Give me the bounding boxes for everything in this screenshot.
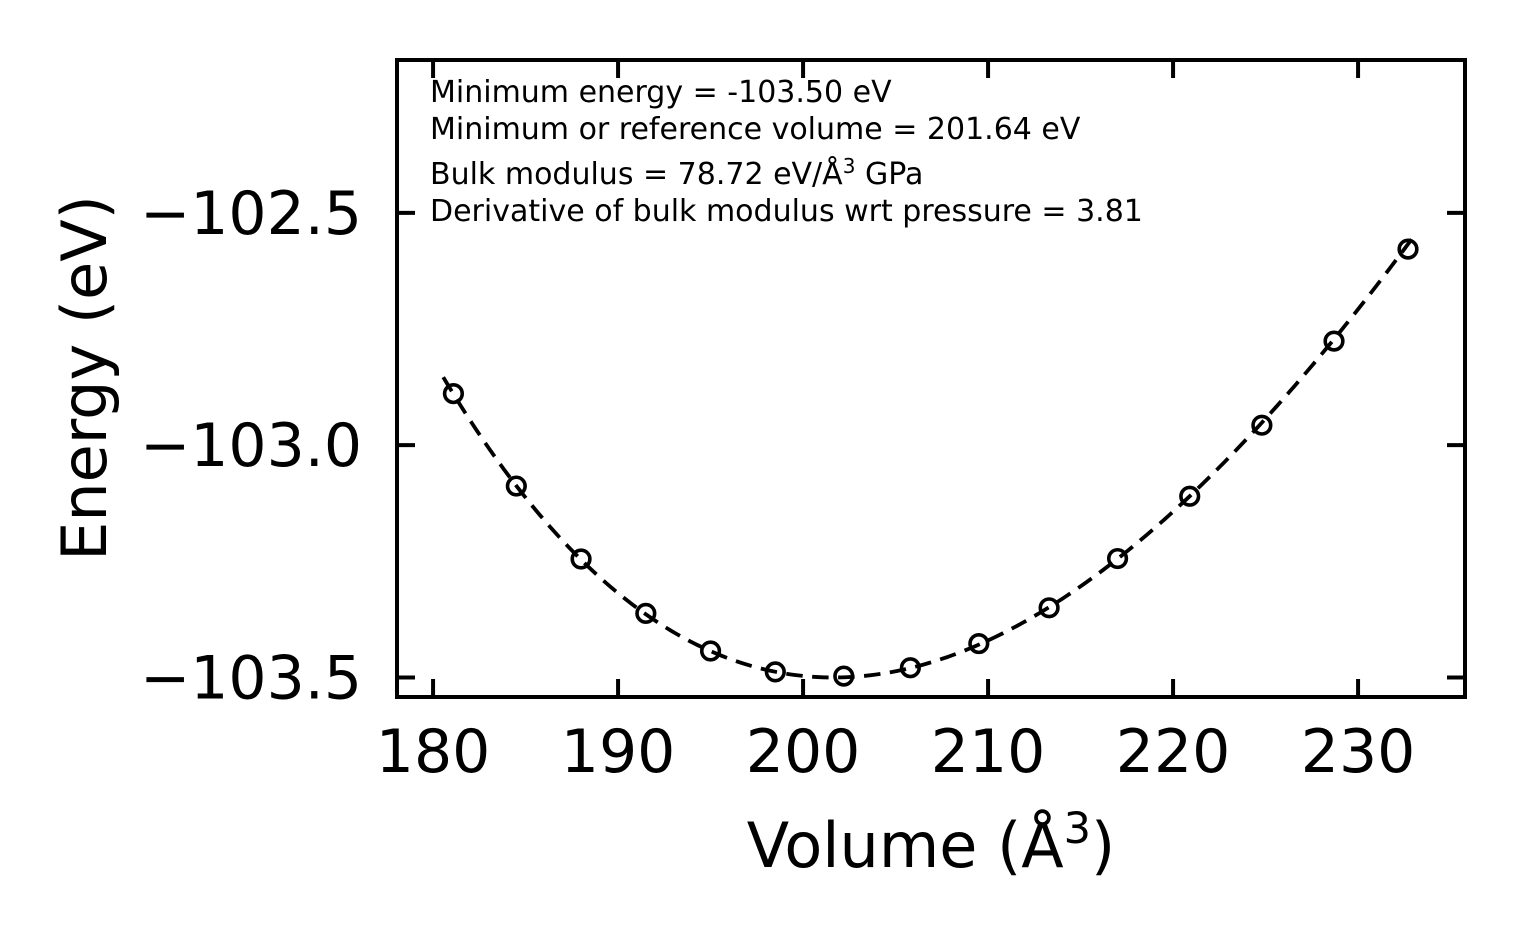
annotation-bulk-modulus-derivative: Derivative of bulk modulus wrt pressure … (430, 194, 1143, 229)
data-point-marker (899, 657, 921, 679)
data-point-marker (1038, 597, 1060, 619)
plot-area: 180 190 200 210 220 230 −102.5 −103.0 −103.5 (140, 58, 1467, 787)
annotation-bulk-modulus-superscript: 3 (843, 154, 856, 178)
x-tick-label: 220 (1116, 717, 1231, 787)
data-point-marker (570, 548, 592, 570)
data-point-marker (833, 665, 855, 687)
x-axis-label-main: Volume (Å (747, 809, 1064, 882)
data-point-marker (764, 661, 786, 683)
data-point-marker (505, 475, 527, 497)
x-axis-label-superscript: 3 (1064, 804, 1091, 854)
y-axis-label: Energy (eV) (48, 195, 121, 561)
x-tick-label: 230 (1301, 717, 1416, 787)
data-point-marker (968, 632, 990, 655)
data-point-marker (1106, 547, 1129, 570)
annotation-min-energy: Minimum energy = -103.50 eV (430, 75, 892, 110)
x-tick-label: 180 (376, 717, 491, 787)
annotation-block: Minimum energy = -103.50 eV Minimum or r… (430, 75, 1143, 229)
x-tick-label: 210 (931, 717, 1046, 787)
data-point-marker (1323, 330, 1345, 352)
y-tick-label: −102.5 (140, 179, 362, 249)
annotation-bulk-modulus-main: Bulk modulus = 78.72 eV/Å (430, 156, 843, 192)
y-tick-label: −103.0 (140, 411, 362, 481)
data-point-marker (699, 640, 722, 662)
data-point-marker (1251, 414, 1273, 436)
annotation-bulk-modulus: Bulk modulus = 78.72 eV/Å3 GPa (430, 154, 923, 192)
x-axis-label-end: ) (1091, 809, 1115, 882)
plot-border (395, 58, 1467, 699)
y-tick-label: −103.5 (140, 643, 362, 713)
x-tick-label: 200 (746, 717, 861, 787)
data-point-marker (442, 383, 465, 405)
x-tick-label: 190 (561, 717, 676, 787)
data-point-marker (635, 602, 657, 624)
annotation-bulk-modulus-unit: GPa (855, 157, 923, 192)
annotation-reference-volume: Minimum or reference volume = 201.64 eV (430, 112, 1081, 147)
data-point-marker (1397, 238, 1419, 260)
fit-curve (441, 234, 1417, 680)
x-axis-label: Volume (Å3) (747, 804, 1115, 882)
data-point-marker (1179, 485, 1201, 507)
